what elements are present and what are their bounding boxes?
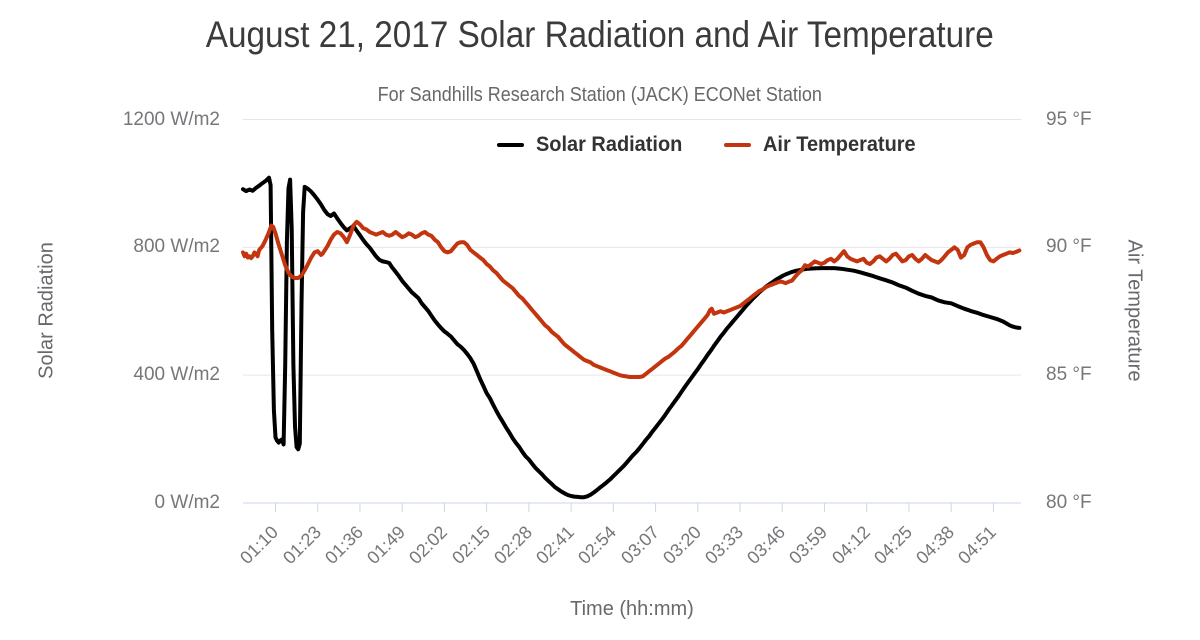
legend-item-solar-radiation[interactable]: Solar Radiation [497, 133, 690, 157]
y-tick-label-left: 1200 W/m2 [122, 108, 220, 130]
y-tick-label-right: 90 °F [1046, 236, 1092, 258]
chart-title: August 21, 2017 Solar Radiation and Air … [0, 14, 1200, 56]
legend-label-solar-radiation: Solar Radiation [536, 133, 683, 156]
left-axis-title: Solar Radiation [35, 242, 58, 379]
y-tick-label-left: 400 W/m2 [133, 364, 220, 386]
air-temperature-line-swatch-icon [724, 143, 752, 147]
legend-item-air-temperature[interactable]: Air Temperature [724, 133, 924, 157]
chart-title-text: August 21, 2017 Solar Radiation and Air … [205, 14, 995, 55]
solar-radiation-line-swatch-icon [497, 143, 524, 147]
legend: Solar Radiation Air Temperature [497, 133, 924, 157]
y-tick-label-left: 800 W/m2 [133, 236, 220, 258]
series-line-air-temperature [241, 219, 1022, 379]
chart-subtitle: For Sandhills Research Station (JACK) EC… [0, 84, 1200, 107]
y-tick-label-left: 0 W/m2 [154, 492, 220, 513]
chart-subtitle-text: For Sandhills Research Station (JACK) EC… [377, 84, 823, 106]
x-axis-title: Time (hh:mm) [570, 598, 694, 620]
y-tick-label-right: 85 °F [1046, 364, 1092, 386]
y-tick-label-right: 80 °F [1046, 492, 1092, 513]
y-tick-label-right: 95 °F [1046, 108, 1092, 130]
legend-label-air-temperature: Air Temperature [763, 133, 916, 156]
